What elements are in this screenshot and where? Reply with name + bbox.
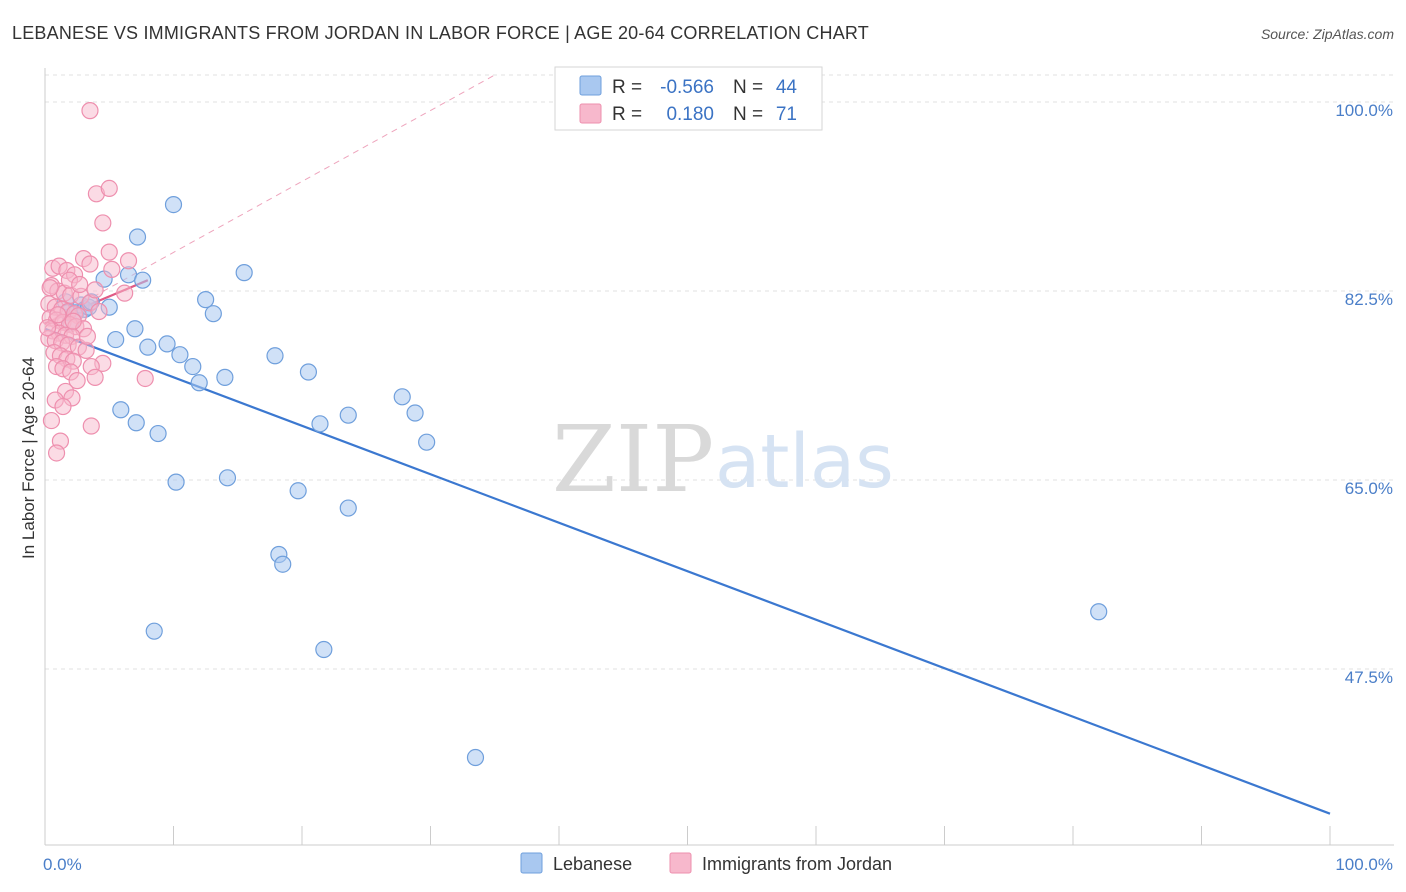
legend-swatch-lebanese	[579, 75, 602, 96]
legend-swatch-jordan	[579, 103, 602, 124]
data-points	[38, 102, 1108, 767]
y-tick-label-3: 47.5%	[1345, 668, 1393, 687]
legend-n-label-2: N =	[733, 104, 763, 125]
point-lebanese-29	[393, 388, 411, 406]
point-lebanese-25	[266, 347, 284, 365]
point-lebanese-40	[274, 555, 292, 573]
point-lebanese-42	[315, 640, 333, 659]
chart-title: LEBANESE VS IMMIGRANTS FROM JORDAN IN LA…	[12, 23, 869, 43]
point-lebanese-18	[107, 330, 125, 349]
point-jordan-60	[100, 243, 118, 261]
point-jordan-50	[86, 368, 104, 386]
axes	[44, 68, 1394, 846]
point-lebanese-14	[197, 291, 215, 309]
watermark-zip: ZIP	[552, 406, 714, 513]
point-jordan-66	[78, 327, 97, 345]
point-jordan-67	[38, 319, 57, 337]
point-lebanese-27	[339, 406, 357, 424]
point-lebanese-30	[406, 404, 424, 422]
point-jordan-56	[42, 411, 61, 430]
point-lebanese-20	[158, 335, 176, 353]
point-lebanese-21	[171, 346, 189, 364]
trend-line-jordan-2	[44, 74, 495, 324]
point-lebanese-32	[112, 401, 130, 419]
point-jordan-65	[90, 302, 108, 321]
point-jordan-2	[94, 214, 112, 232]
bottom-legend-swatch-lebanese	[520, 852, 543, 874]
bottom-legend-lebanese: Lebanese	[553, 854, 632, 874]
trend-line-lebanese-0	[44, 327, 1331, 815]
bottom-legend: Lebanese Immigrants from Jordan	[520, 852, 892, 874]
point-jordan-55	[54, 397, 72, 416]
legend-n-label-1: N =	[733, 77, 763, 98]
legend-r-value-2: 0.180	[666, 104, 714, 125]
point-jordan-61	[116, 284, 134, 302]
point-lebanese-22	[184, 357, 202, 376]
point-lebanese-35	[167, 473, 185, 491]
point-lebanese-41	[145, 622, 163, 640]
y-axis-label: In Labor Force | Age 20-64	[19, 357, 38, 559]
x-tick-label-0: 0.0%	[43, 855, 82, 874]
y-tick-label-1: 82.5%	[1345, 290, 1393, 309]
point-jordan-69	[64, 312, 82, 330]
legend-n-value-1: 44	[776, 77, 798, 98]
point-jordan-57	[82, 417, 100, 435]
bottom-legend-swatch-jordan	[669, 852, 692, 874]
point-lebanese-44	[466, 748, 485, 767]
watermark: ZIP atlas	[552, 406, 894, 513]
point-lebanese-12	[134, 271, 152, 289]
point-lebanese-38	[339, 499, 357, 517]
point-lebanese-11	[128, 228, 147, 246]
point-jordan-68	[49, 306, 67, 324]
point-lebanese-43	[1090, 603, 1108, 621]
point-lebanese-15	[204, 305, 222, 323]
legend-r-label-1: R =	[612, 77, 642, 98]
watermark-atlas: atlas	[715, 419, 894, 505]
point-jordan-70	[86, 281, 104, 299]
point-jordan-7	[103, 260, 121, 278]
point-lebanese-37	[289, 482, 307, 500]
point-lebanese-24	[216, 368, 234, 386]
x-tick-label-1: 100.0%	[1335, 855, 1393, 874]
legend-r-label-2: R =	[612, 104, 642, 125]
point-lebanese-28	[311, 415, 329, 433]
point-jordan-5	[81, 255, 99, 273]
point-jordan-0	[81, 102, 99, 120]
point-jordan-51	[136, 369, 154, 388]
point-lebanese-17	[126, 320, 144, 338]
legend: R = -0.566 N = 44 R = 0.180 N = 71	[554, 66, 823, 131]
point-jordan-49	[68, 372, 86, 390]
point-lebanese-13	[164, 195, 183, 214]
gridlines	[45, 74, 1394, 670]
point-jordan-62	[41, 279, 59, 297]
y-tick-label-0: 100.0%	[1335, 101, 1393, 120]
legend-n-value-2: 71	[776, 104, 797, 125]
tick-labels: 100.0% 82.5% 65.0% 47.5% 0.0% 100.0%	[43, 101, 1393, 874]
point-lebanese-16	[235, 264, 253, 282]
point-jordan-6	[119, 252, 138, 270]
point-lebanese-19	[139, 338, 157, 356]
y-tick-label-2: 65.0%	[1345, 479, 1393, 498]
point-lebanese-26	[299, 363, 318, 381]
point-jordan-64	[71, 275, 89, 294]
point-lebanese-31	[418, 433, 436, 451]
point-jordan-3	[100, 179, 118, 197]
point-jordan-59	[47, 444, 66, 462]
point-lebanese-33	[127, 414, 145, 432]
bottom-legend-jordan: Immigrants from Jordan	[702, 854, 892, 874]
point-lebanese-23	[190, 374, 208, 392]
chart-source: Source: ZipAtlas.com	[1261, 26, 1394, 42]
point-lebanese-34	[149, 424, 167, 443]
point-lebanese-36	[218, 469, 237, 487]
legend-r-value-1: -0.566	[660, 77, 714, 98]
